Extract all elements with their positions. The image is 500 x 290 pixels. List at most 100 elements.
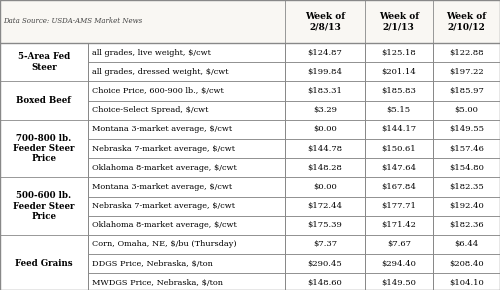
Bar: [365, 120, 432, 139]
Bar: [88, 235, 285, 254]
Text: $177.71: $177.71: [382, 202, 416, 210]
Bar: [365, 158, 432, 177]
Text: Montana 3-market average, $/cwt: Montana 3-market average, $/cwt: [92, 125, 232, 133]
Text: all grades, live weight, $/cwt: all grades, live weight, $/cwt: [92, 48, 210, 57]
Text: $125.18: $125.18: [382, 48, 416, 57]
Text: $192.40: $192.40: [449, 202, 484, 210]
Bar: [432, 139, 500, 158]
Bar: [365, 177, 432, 197]
Text: $290.45: $290.45: [308, 260, 342, 268]
Text: Boxed Beef: Boxed Beef: [16, 96, 71, 105]
Bar: [365, 62, 432, 81]
Text: $6.44: $6.44: [454, 240, 478, 249]
Text: $201.14: $201.14: [382, 68, 416, 76]
Bar: [88, 43, 285, 62]
Text: $0.00: $0.00: [313, 125, 337, 133]
Text: Oklahoma 8-market average, $/cwt: Oklahoma 8-market average, $/cwt: [92, 221, 236, 229]
Bar: [365, 273, 432, 290]
Text: $182.35: $182.35: [449, 183, 484, 191]
Text: Corn, Omaha, NE, $/bu (Thursday): Corn, Omaha, NE, $/bu (Thursday): [92, 240, 236, 249]
Bar: [285, 235, 365, 254]
Bar: [88, 62, 285, 81]
Text: $5.15: $5.15: [386, 106, 411, 114]
Bar: [365, 81, 432, 101]
Text: Feed Grains: Feed Grains: [15, 259, 72, 268]
Text: $122.88: $122.88: [449, 48, 484, 57]
Text: 700-800 lb.
Feeder Steer
Price: 700-800 lb. Feeder Steer Price: [13, 134, 74, 163]
Text: 500-600 lb.
Feeder Steer
Price: 500-600 lb. Feeder Steer Price: [13, 191, 74, 221]
Text: Week of
2/8/13: Week of 2/8/13: [305, 12, 345, 31]
Text: Montana 3-market average, $/cwt: Montana 3-market average, $/cwt: [92, 183, 232, 191]
Bar: [432, 273, 500, 290]
Bar: [365, 235, 432, 254]
Bar: [432, 81, 500, 101]
Bar: [285, 101, 365, 120]
Text: all grades, dressed weight, $/cwt: all grades, dressed weight, $/cwt: [92, 68, 228, 76]
Bar: [365, 216, 432, 235]
Text: $0.00: $0.00: [313, 183, 337, 191]
Bar: [432, 197, 500, 216]
Text: Nebraska 7-market average, $/cwt: Nebraska 7-market average, $/cwt: [92, 202, 234, 210]
Bar: [285, 254, 365, 273]
Text: $185.83: $185.83: [382, 87, 416, 95]
Text: $183.31: $183.31: [308, 87, 342, 95]
Text: $154.80: $154.80: [449, 164, 484, 172]
Text: Choice-Select Spread, $/cwt: Choice-Select Spread, $/cwt: [92, 106, 208, 114]
Bar: [88, 254, 285, 273]
Bar: [285, 216, 365, 235]
Text: $148.60: $148.60: [308, 279, 342, 287]
Bar: [432, 254, 500, 273]
Text: $5.00: $5.00: [454, 106, 478, 114]
Bar: [432, 235, 500, 254]
Bar: [88, 120, 285, 139]
Bar: [432, 216, 500, 235]
Bar: [285, 197, 365, 216]
Text: $144.17: $144.17: [381, 125, 416, 133]
Text: $149.50: $149.50: [382, 279, 416, 287]
Text: 5-Area Fed
Steer: 5-Area Fed Steer: [18, 52, 70, 72]
Bar: [285, 158, 365, 177]
Bar: [432, 177, 500, 197]
Bar: [88, 216, 285, 235]
Text: Nebraska 7-market average, $/cwt: Nebraska 7-market average, $/cwt: [92, 144, 234, 153]
Bar: [365, 139, 432, 158]
Text: $104.10: $104.10: [449, 279, 484, 287]
Text: Choice Price, 600-900 lb., $/cwt: Choice Price, 600-900 lb., $/cwt: [92, 87, 223, 95]
Bar: [432, 43, 500, 62]
Bar: [285, 81, 365, 101]
Text: $167.84: $167.84: [382, 183, 416, 191]
Bar: [285, 120, 365, 139]
Bar: [285, 139, 365, 158]
Bar: [365, 254, 432, 273]
Text: $157.46: $157.46: [449, 144, 484, 153]
Bar: [365, 43, 432, 62]
Text: Oklahoma 8-market average, $/cwt: Oklahoma 8-market average, $/cwt: [92, 164, 236, 172]
Bar: [432, 158, 500, 177]
Bar: [432, 62, 500, 81]
Text: $172.44: $172.44: [308, 202, 342, 210]
Bar: [285, 43, 365, 62]
Bar: [88, 81, 285, 101]
Bar: [432, 120, 500, 139]
Bar: [88, 177, 285, 197]
Text: $208.40: $208.40: [449, 260, 484, 268]
Bar: [285, 62, 365, 81]
Text: $171.42: $171.42: [382, 221, 416, 229]
Text: $144.78: $144.78: [308, 144, 342, 153]
Bar: [365, 197, 432, 216]
Bar: [432, 101, 500, 120]
Text: $182.36: $182.36: [449, 221, 484, 229]
Text: $150.61: $150.61: [382, 144, 416, 153]
Text: Week of
2/10/12: Week of 2/10/12: [446, 12, 486, 31]
Bar: [88, 273, 285, 290]
Text: $199.84: $199.84: [308, 68, 342, 76]
Text: DDGS Price, Nebraska, $/ton: DDGS Price, Nebraska, $/ton: [92, 260, 212, 268]
Text: Data Source: USDA-AMS Market News: Data Source: USDA-AMS Market News: [4, 17, 143, 26]
Bar: [285, 273, 365, 290]
Text: $175.39: $175.39: [308, 221, 342, 229]
Text: $147.64: $147.64: [382, 164, 416, 172]
Bar: [88, 197, 285, 216]
Text: $294.40: $294.40: [382, 260, 416, 268]
Text: $197.22: $197.22: [449, 68, 484, 76]
Text: $124.87: $124.87: [308, 48, 342, 57]
